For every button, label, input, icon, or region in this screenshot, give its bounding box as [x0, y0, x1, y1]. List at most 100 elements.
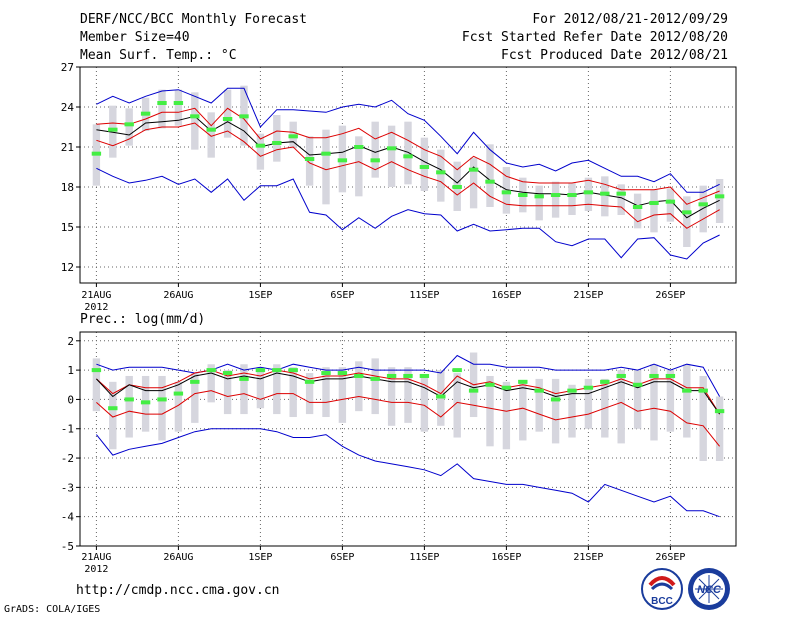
prec-box-33	[617, 370, 625, 444]
prec-median-mark-18	[370, 376, 380, 381]
prec-median-mark-16	[337, 371, 348, 376]
temp-median-mark-1	[91, 151, 102, 156]
source-url[interactable]: http://cmdp.ncc.cma.gov.cn	[76, 583, 280, 598]
temp-ytick-label-5: 27	[61, 61, 74, 74]
prec-box-17	[355, 361, 363, 412]
temp-median-mark-7	[190, 114, 200, 119]
prec-box-2	[109, 381, 117, 450]
temp-box-22	[437, 149, 445, 202]
temp-ytick-label-2: 18	[61, 181, 74, 194]
prec-plot-frame	[79, 331, 737, 547]
prec-median-mark-39	[714, 409, 725, 414]
temp-median-mark-16	[337, 158, 348, 163]
temp-box-21	[420, 137, 429, 191]
prec-box-29	[551, 378, 560, 444]
prec-median-mark-6	[173, 391, 184, 396]
forecast-started-date: Fcst Started Refer Date 2012/08/20	[461, 30, 728, 45]
temp-ytick-label-1: 15	[61, 221, 74, 234]
prec-median-mark-12	[272, 368, 282, 373]
prec-xtick-label-3: 6SEP	[330, 552, 354, 563]
prec-box-19	[387, 367, 396, 426]
temp-median-mark-8	[206, 127, 216, 132]
temp-median-mark-31	[583, 190, 594, 195]
temp-box-19	[387, 125, 396, 187]
prec-box-30	[568, 384, 576, 438]
temp-xtick-label-6: 21SEP	[573, 290, 603, 301]
prec-box-5	[158, 375, 166, 441]
temp-box-18	[371, 121, 379, 178]
prec-median-mark-21	[419, 373, 430, 378]
temp-lower-envelope-line	[96, 167, 720, 260]
temp-box-30	[568, 183, 576, 215]
prec-median-mark-9	[222, 371, 233, 376]
prec-xtick-label-0: 21AUG	[81, 552, 111, 563]
prec-median-mark-11	[255, 368, 266, 373]
prec-median-mark-2	[108, 406, 118, 411]
temp-median-mark-30	[567, 193, 577, 197]
temp-median-mark-21	[419, 165, 430, 169]
prec-median-mark-35	[649, 373, 659, 378]
prec-median-mark-37	[682, 388, 692, 393]
prec-box-12	[273, 364, 281, 415]
prec-box-10	[240, 364, 248, 415]
prec-median-mark-7	[190, 379, 200, 384]
temp-median-mark-13	[288, 134, 298, 139]
temp-median-mark-11	[255, 143, 266, 148]
temp-median-mark-35	[649, 201, 659, 205]
chart-title: DERF/NCC/BCC Monthly Forecast	[80, 12, 307, 27]
prec-median-mark-19	[386, 373, 397, 378]
temp-box-39	[715, 179, 724, 223]
temp-box-25	[486, 144, 494, 207]
temp-median-mark-29	[550, 193, 561, 197]
bcc-logo-icon: BCC	[641, 568, 683, 610]
temp-xtick-label-0: 21AUG	[81, 290, 111, 301]
temp-median-mark-32	[600, 191, 610, 196]
temp-median-mark-9	[222, 117, 233, 121]
prec-ytick-label-5: 0	[67, 393, 74, 406]
temp-box-12	[273, 115, 281, 162]
prec-median-mark-14	[304, 379, 315, 384]
ncc-logo-text: NCC	[697, 584, 722, 596]
prec-box-1	[92, 358, 101, 412]
temp-box-7	[191, 92, 199, 150]
temp-ytick-label-4: 24	[61, 101, 75, 114]
temp-median-mark-4	[140, 111, 151, 116]
temp-box-36	[666, 188, 675, 222]
prec-median-mark-29	[550, 397, 561, 402]
prec-box-35	[650, 364, 658, 441]
temp-ensemble-mean-line	[96, 115, 720, 219]
prec-box-34	[633, 370, 642, 429]
temp-box-34	[633, 193, 642, 229]
variable-temp-label: Mean Surf. Temp.: °C	[80, 48, 237, 63]
temp-box-3	[125, 108, 133, 146]
prec-box-31	[584, 378, 593, 429]
prec-median-mark-28	[534, 388, 544, 393]
temp-box-38	[699, 185, 707, 233]
prec-upper-spread-line	[96, 369, 721, 415]
prec-median-mark-31	[583, 385, 594, 390]
prec-median-mark-15	[321, 371, 331, 376]
prec-median-mark-1	[91, 368, 102, 373]
prec-box-25	[486, 375, 494, 447]
prec-median-mark-24	[468, 388, 479, 393]
prec-median-mark-38	[698, 388, 708, 393]
temp-median-mark-14	[304, 157, 315, 161]
temp-median-mark-34	[632, 205, 643, 209]
prec-median-mark-22	[436, 394, 446, 399]
temp-xtick-label-3: 6SEP	[330, 290, 354, 301]
prec-box-28	[535, 378, 543, 432]
temp-median-mark-2	[108, 127, 118, 132]
prec-median-mark-8	[206, 368, 216, 373]
temp-median-mark-5	[157, 101, 167, 105]
prec-box-8	[207, 364, 215, 403]
member-size: Member Size=40	[80, 30, 190, 45]
temp-box-37	[683, 196, 691, 247]
temp-box-15	[322, 129, 330, 205]
prec-xtick-label-2: 1SEP	[248, 552, 272, 563]
prec-lower-envelope-line	[96, 428, 720, 518]
temp-median-mark-15	[321, 151, 331, 156]
prec-ytick-label-1: -4	[61, 511, 75, 524]
temp-box-6	[174, 89, 183, 126]
temp-median-mark-38	[698, 202, 708, 207]
